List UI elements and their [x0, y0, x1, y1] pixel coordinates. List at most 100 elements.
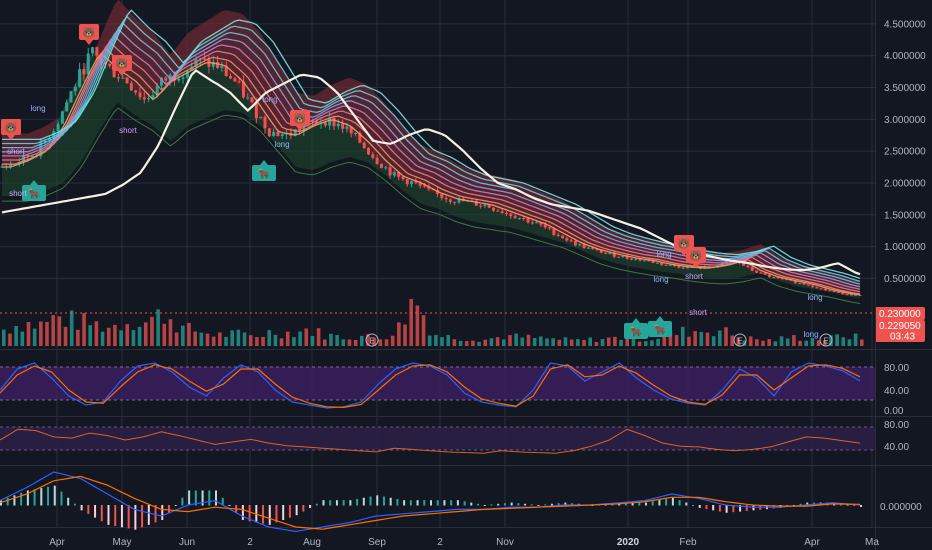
candle-body[interactable]: [496, 210, 500, 212]
candle-body[interactable]: [95, 47, 99, 56]
candle-body[interactable]: [397, 172, 401, 177]
candle-body[interactable]: [388, 167, 392, 176]
candle-body[interactable]: [147, 98, 151, 100]
candle-body[interactable]: [586, 247, 590, 249]
candle-body[interactable]: [194, 59, 198, 67]
candle-body[interactable]: [785, 279, 789, 281]
candle-body[interactable]: [241, 81, 245, 98]
candle-body[interactable]: [793, 280, 797, 284]
candle-body[interactable]: [323, 122, 327, 126]
candle-body[interactable]: [492, 207, 496, 211]
candle-body[interactable]: [474, 200, 478, 206]
candle-body[interactable]: [379, 163, 383, 169]
bear-signal[interactable]: 🐻: [686, 247, 706, 268]
candle-body[interactable]: [841, 292, 845, 295]
candle-body[interactable]: [246, 97, 250, 99]
candle-body[interactable]: [742, 263, 746, 266]
candle-body[interactable]: [802, 283, 806, 285]
candle-body[interactable]: [362, 142, 366, 148]
candle-body[interactable]: [328, 117, 332, 126]
candle-body[interactable]: [517, 218, 521, 220]
candle-body[interactable]: [69, 91, 73, 103]
candle-body[interactable]: [487, 204, 491, 208]
candle-body[interactable]: [513, 216, 517, 219]
candle-body[interactable]: [582, 244, 586, 249]
candle-body[interactable]: [444, 197, 448, 200]
candle-body[interactable]: [561, 235, 565, 239]
price-axis[interactable]: 4.500000 4.000000 3.500000 3.000000 2.500000…: [884, 19, 926, 284]
candle-body[interactable]: [259, 116, 263, 119]
candle-body[interactable]: [759, 272, 763, 274]
candle-body[interactable]: [125, 77, 129, 84]
candle-body[interactable]: [569, 240, 573, 242]
candle-body[interactable]: [664, 264, 668, 266]
bull-signal[interactable]: 🐂: [252, 160, 276, 181]
candle-body[interactable]: [375, 157, 379, 164]
candle-body[interactable]: [539, 222, 543, 225]
candle-body[interactable]: [138, 92, 142, 98]
bear-signal[interactable]: 🐻: [79, 24, 99, 45]
candle-body[interactable]: [160, 77, 164, 86]
candle-body[interactable]: [233, 78, 237, 82]
candle-body[interactable]: [134, 90, 138, 93]
candle-body[interactable]: [293, 129, 297, 136]
candle-body[interactable]: [418, 182, 422, 186]
bear-signal[interactable]: 🐻: [112, 55, 132, 76]
candle-body[interactable]: [500, 211, 504, 214]
candle-body[interactable]: [26, 154, 30, 157]
candle-body[interactable]: [854, 294, 858, 296]
candle-body[interactable]: [578, 244, 582, 246]
candle-body[interactable]: [638, 258, 642, 261]
candle-body[interactable]: [504, 213, 508, 215]
candle-body[interactable]: [806, 284, 810, 286]
candle-body[interactable]: [332, 117, 336, 127]
candle-body[interactable]: [65, 102, 69, 112]
candle-body[interactable]: [56, 123, 60, 132]
candle-body[interactable]: [457, 198, 461, 203]
candle-body[interactable]: [190, 66, 194, 71]
candle-body[interactable]: [858, 294, 862, 296]
candle-body[interactable]: [254, 102, 258, 119]
candle-body[interactable]: [617, 256, 621, 258]
candle-body[interactable]: [181, 77, 185, 79]
candle-body[interactable]: [746, 265, 750, 267]
candle-body[interactable]: [142, 97, 146, 100]
candle-body[interactable]: [530, 222, 534, 224]
candle-body[interactable]: [686, 266, 690, 269]
candle-body[interactable]: [849, 294, 853, 296]
time-axis[interactable]: Apr May Jun 2 Aug Sep 2 Nov 2020 Feb Apr Ma: [49, 537, 879, 548]
candle-body[interactable]: [565, 238, 569, 241]
candle-body[interactable]: [440, 193, 444, 198]
candle-body[interactable]: [612, 252, 616, 257]
candle-body[interactable]: [237, 81, 241, 83]
candle-body[interactable]: [73, 86, 77, 92]
candle-body[interactable]: [608, 252, 612, 254]
candle-body[interactable]: [129, 83, 133, 91]
candle-body[interactable]: [91, 47, 95, 54]
earnings-marker[interactable]: E: [819, 333, 833, 347]
candle-body[interactable]: [354, 133, 358, 135]
candle-body[interactable]: [750, 266, 754, 271]
candle-body[interactable]: [763, 272, 767, 275]
earnings-marker[interactable]: E: [365, 333, 379, 347]
candle-body[interactable]: [651, 260, 655, 263]
candle-body[interactable]: [280, 134, 284, 137]
candle-body[interactable]: [151, 95, 155, 99]
candle-body[interactable]: [345, 126, 349, 129]
macd-pane[interactable]: 0.000000: [0, 471, 922, 533]
bear-signal[interactable]: 🐻: [1, 119, 21, 140]
candle-body[interactable]: [776, 277, 780, 279]
candle-body[interactable]: [479, 205, 483, 207]
candle-body[interactable]: [526, 218, 530, 223]
candle-body[interactable]: [276, 131, 280, 137]
candle-body[interactable]: [819, 288, 823, 290]
candle-body[interactable]: [448, 199, 452, 202]
candle-body[interactable]: [211, 61, 215, 67]
candle-body[interactable]: [625, 256, 629, 259]
candle-body[interactable]: [621, 256, 625, 258]
candle-body[interactable]: [155, 85, 159, 96]
candle-body[interactable]: [302, 125, 306, 131]
candle-body[interactable]: [108, 63, 112, 66]
candle-body[interactable]: [250, 97, 254, 103]
